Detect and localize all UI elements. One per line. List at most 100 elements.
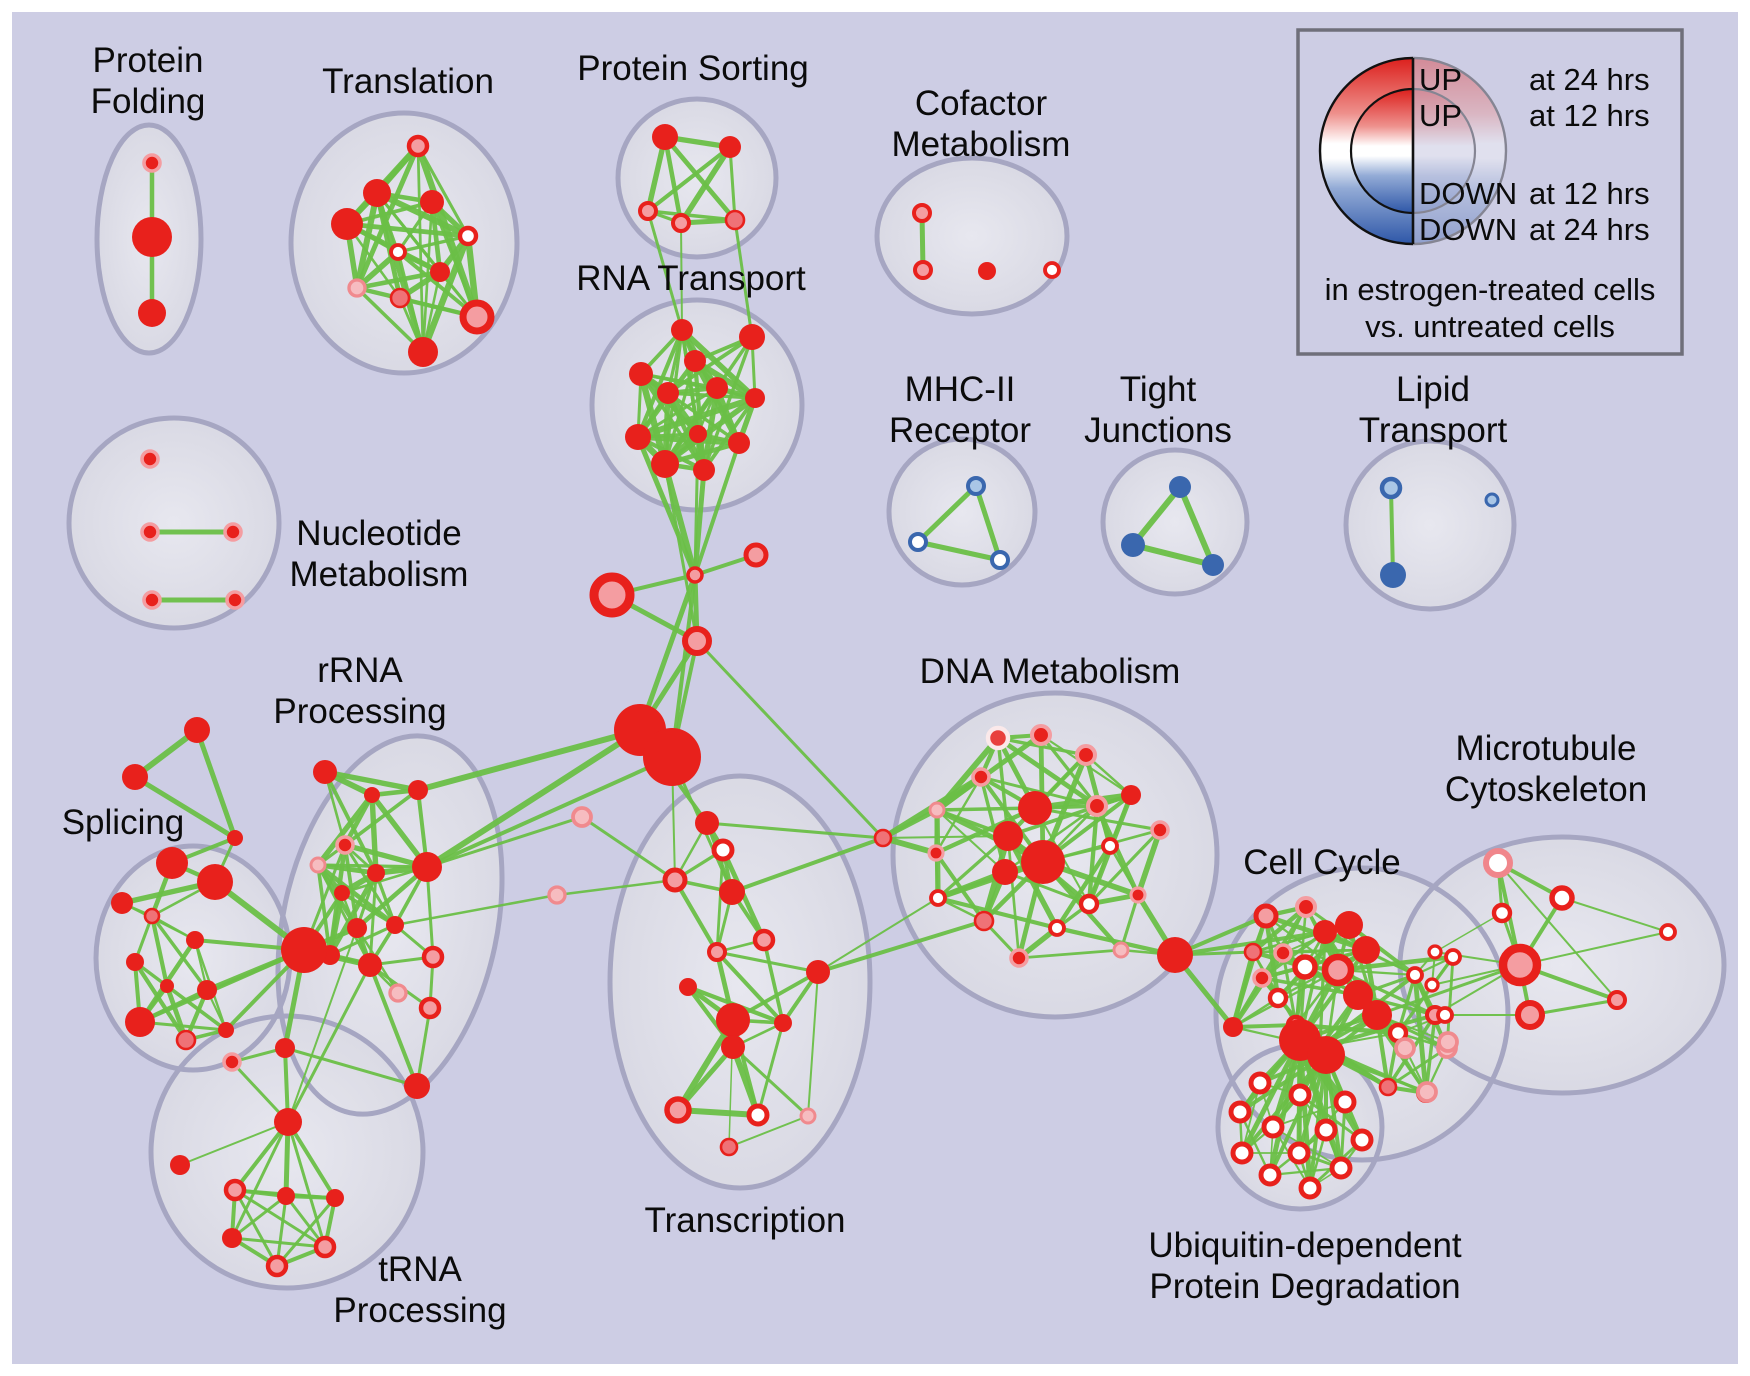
node-conn-3[interactable]	[682, 626, 712, 656]
node-cell_cycle-1[interactable]	[1294, 895, 1318, 919]
node-rrna-8[interactable]	[347, 918, 367, 938]
node-rrna-9[interactable]	[386, 916, 404, 934]
node-cell_cycle-6[interactable]	[1273, 943, 1293, 963]
node-cell_cycle-16[interactable]	[1307, 1036, 1345, 1074]
node-cell_cycle-3[interactable]	[1335, 911, 1363, 939]
node-tight_junctions-1[interactable]	[1121, 533, 1145, 557]
node-protein_sorting-4[interactable]	[724, 209, 746, 231]
node-tight_junctions-2[interactable]	[1202, 554, 1224, 576]
node-splicing-3[interactable]	[143, 907, 161, 925]
node-rna_transport-8[interactable]	[689, 425, 707, 443]
node-protein_sorting-3[interactable]	[671, 213, 691, 233]
node-dna-3[interactable]	[971, 767, 991, 787]
node-trna-0[interactable]	[274, 1108, 302, 1136]
node-rna_transport-3[interactable]	[629, 362, 653, 386]
node-conn-2[interactable]	[743, 542, 769, 568]
node-splicing-2[interactable]	[111, 892, 133, 914]
node-ubiquitin-2[interactable]	[1333, 1090, 1357, 1114]
node-lipid-1[interactable]	[1380, 562, 1406, 588]
node-microtubule-4[interactable]	[1498, 943, 1542, 987]
node-transcription-0[interactable]	[695, 811, 719, 835]
node-ubiquitin-10[interactable]	[1258, 1163, 1282, 1187]
node-conn-5[interactable]	[643, 728, 701, 786]
node-rrna-12[interactable]	[421, 945, 445, 969]
node-rna_transport-1[interactable]	[739, 324, 765, 350]
node-rrna-4[interactable]	[309, 856, 327, 874]
node-transcription-10[interactable]	[721, 1035, 745, 1059]
node-mhc-2[interactable]	[990, 550, 1010, 570]
node-dna-4[interactable]	[928, 801, 946, 819]
node-mhc-1[interactable]	[908, 532, 928, 552]
node-translation-0[interactable]	[406, 134, 430, 158]
node-transcription-3[interactable]	[719, 879, 745, 905]
node-conn-11[interactable]	[1437, 1031, 1459, 1053]
node-conn-8[interactable]	[227, 830, 243, 846]
node-conn-7[interactable]	[122, 764, 148, 790]
node-dna-13[interactable]	[1150, 820, 1170, 840]
node-lipid-0[interactable]	[1379, 476, 1403, 500]
node-rrna-0[interactable]	[313, 760, 337, 784]
node-splicing-4[interactable]	[186, 931, 204, 949]
node-dna-22[interactable]	[1009, 948, 1029, 968]
node-transcription-2[interactable]	[662, 867, 688, 893]
node-conn-12[interactable]	[1416, 1081, 1438, 1103]
node-splicing-6[interactable]	[160, 979, 174, 993]
node-dna-18[interactable]	[1048, 919, 1066, 937]
node-dna-10[interactable]	[993, 821, 1023, 851]
node-dna-16[interactable]	[973, 910, 995, 932]
node-dna-14[interactable]	[992, 859, 1018, 885]
node-cell_cycle-24[interactable]	[1223, 1017, 1243, 1037]
node-trna-5[interactable]	[222, 1228, 242, 1248]
node-ubiquitin-8[interactable]	[1287, 1141, 1311, 1165]
node-transcription-6[interactable]	[679, 978, 697, 996]
node-dna-15[interactable]	[929, 889, 947, 907]
node-transcription-7[interactable]	[716, 1003, 750, 1037]
node-nucleotide-0[interactable]	[140, 449, 160, 469]
node-conn-1[interactable]	[589, 572, 635, 618]
node-nucleotide-3[interactable]	[142, 590, 162, 610]
node-nucleotide-2[interactable]	[223, 522, 243, 542]
node-cell_cycle-13[interactable]	[1343, 980, 1373, 1010]
node-rna_transport-6[interactable]	[745, 388, 765, 408]
node-cell_cycle-2[interactable]	[1313, 920, 1337, 944]
node-splicing-7[interactable]	[197, 980, 217, 1000]
node-transcription-12[interactable]	[746, 1103, 770, 1127]
node-translation-9[interactable]	[459, 299, 495, 335]
node-dna-11[interactable]	[1021, 840, 1065, 884]
node-cell_cycle-14[interactable]	[1362, 1000, 1392, 1030]
node-cell_cycle-5[interactable]	[1243, 942, 1263, 962]
node-cell_cycle-21[interactable]	[1378, 1077, 1398, 1097]
node-trna-1[interactable]	[170, 1155, 190, 1175]
node-dna-21[interactable]	[1112, 941, 1130, 959]
node-microtubule-9[interactable]	[1659, 923, 1677, 941]
node-translation-4[interactable]	[457, 225, 479, 247]
node-lipid-2[interactable]	[1484, 492, 1500, 508]
node-protein_folding-0[interactable]	[142, 153, 162, 173]
node-microtubule-0[interactable]	[1483, 848, 1513, 878]
node-rrna-3[interactable]	[335, 835, 355, 855]
node-nucleotide-1[interactable]	[140, 522, 160, 542]
node-dna-1[interactable]	[1029, 723, 1053, 747]
node-rrna-5[interactable]	[367, 864, 385, 882]
node-cell_cycle-18[interactable]	[1406, 966, 1424, 984]
node-dna-19[interactable]	[1129, 886, 1147, 904]
node-rrna-17[interactable]	[404, 1073, 430, 1099]
node-protein_sorting-2[interactable]	[638, 201, 658, 221]
node-splicing-5[interactable]	[126, 953, 144, 971]
node-rna_transport-11[interactable]	[693, 459, 715, 481]
node-ubiquitin-4[interactable]	[1261, 1115, 1285, 1139]
node-conn-13[interactable]	[547, 885, 567, 905]
node-nucleotide-4[interactable]	[225, 590, 245, 610]
node-dna-20[interactable]	[1157, 937, 1193, 973]
node-rrna-14[interactable]	[281, 927, 327, 973]
node-cell_cycle-8[interactable]	[1321, 953, 1355, 987]
node-splicing-10[interactable]	[218, 1022, 234, 1038]
node-rrna-2[interactable]	[408, 780, 428, 800]
node-dna-7[interactable]	[873, 828, 893, 848]
node-splicing-8[interactable]	[125, 1007, 155, 1037]
node-conn-6[interactable]	[184, 717, 210, 743]
node-cofactor-0[interactable]	[912, 203, 932, 223]
node-rna_transport-9[interactable]	[728, 432, 750, 454]
node-rna_transport-2[interactable]	[684, 350, 706, 372]
node-microtubule-5[interactable]	[1424, 977, 1440, 993]
